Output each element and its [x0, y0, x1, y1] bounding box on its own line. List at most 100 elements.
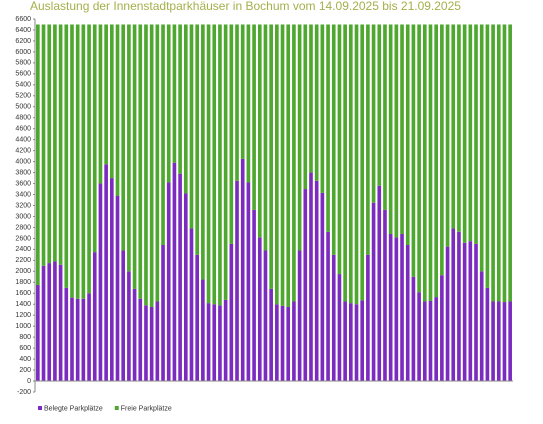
bar-segment	[161, 24, 165, 245]
bar-segment	[41, 24, 46, 266]
bar-segment	[53, 261, 57, 382]
y-tick-label: 4600	[15, 126, 31, 133]
bar-segment	[411, 24, 416, 277]
y-tick-label: 6400	[15, 27, 31, 34]
bar-segment	[229, 24, 234, 244]
bar-segment	[218, 24, 222, 306]
bar-segment	[440, 275, 444, 382]
bar-segment	[292, 24, 296, 302]
bar-segment	[144, 24, 148, 306]
bar-segment	[400, 234, 404, 382]
bar-segment	[337, 274, 342, 382]
y-tick-label: 1000	[15, 323, 31, 330]
bar-segment	[286, 24, 291, 307]
y-tick-label: 3600	[15, 180, 31, 187]
y-tick-label: 2200	[15, 257, 31, 264]
bar-segment	[235, 24, 239, 181]
bar-segment	[81, 298, 86, 382]
bar-segment	[360, 24, 365, 301]
bar-segment	[354, 24, 359, 305]
bar-segment	[462, 242, 467, 382]
bar-segment	[201, 24, 205, 280]
bar-segment	[41, 265, 46, 382]
bar-segment	[496, 24, 501, 302]
bar-segment	[149, 306, 154, 382]
bar-segment	[206, 24, 211, 304]
bar-segment	[138, 24, 143, 299]
bar-segment	[491, 301, 495, 382]
y-tick-label: 2000	[15, 268, 31, 275]
bar-segment	[212, 304, 217, 382]
bar-segment	[326, 24, 330, 232]
bar-segment	[149, 24, 154, 307]
bar-segment	[474, 243, 478, 382]
bar-segment	[354, 304, 359, 382]
bar-segment	[479, 24, 484, 272]
y-tick-label: 3400	[15, 191, 31, 198]
bar-segment	[434, 24, 438, 298]
bar-segment	[201, 279, 205, 382]
y-tick-label: 5600	[15, 71, 31, 78]
y-tick-label: 4200	[15, 147, 31, 154]
bar-segment	[320, 192, 325, 382]
bar-segment	[70, 297, 74, 382]
bar-segment	[36, 285, 40, 382]
y-tick-label: 2800	[15, 224, 31, 231]
bar-segment	[104, 24, 108, 165]
bar-segment	[172, 162, 177, 382]
bar-segment	[195, 254, 199, 382]
bar-segment	[445, 24, 450, 247]
bar-segment	[326, 231, 330, 382]
bar-segment	[178, 24, 182, 174]
bar-segment	[189, 228, 194, 382]
bar-segment	[58, 264, 63, 382]
bar-segment	[508, 24, 512, 302]
y-tick-label: 4000	[15, 158, 31, 165]
bar-segment	[434, 297, 438, 382]
bar-segment	[218, 305, 222, 382]
y-tick-label: 200	[19, 367, 31, 374]
y-tick-label: 4800	[15, 115, 31, 122]
bar-segment	[383, 209, 387, 382]
bar-segment	[269, 24, 273, 289]
y-tick-label: 5400	[15, 82, 31, 89]
bar-segment	[92, 24, 97, 253]
bar-segment	[297, 250, 302, 382]
bar-segment	[178, 173, 182, 382]
bar-segment	[166, 24, 171, 183]
bar-segment	[183, 193, 188, 382]
y-tick-label: 600	[19, 345, 31, 352]
y-tick-label: 400	[19, 356, 31, 363]
legend-swatch	[38, 406, 42, 410]
bar-segment	[183, 24, 188, 194]
bar-segment	[422, 24, 427, 302]
bar-segment	[422, 301, 427, 382]
y-tick-label: 6200	[15, 38, 31, 45]
bar-segment	[451, 228, 456, 382]
bar-segment	[161, 244, 165, 382]
bar-segment	[246, 182, 251, 382]
bar-segment	[246, 24, 251, 183]
bar-segment	[58, 24, 63, 265]
y-tick-label: 800	[19, 334, 31, 341]
y-tick-label: 5000	[15, 104, 31, 111]
bar-segment	[303, 189, 308, 382]
bar-segment	[87, 24, 91, 294]
legend-swatch	[114, 406, 119, 410]
bar-segment	[269, 288, 273, 382]
bar-segment	[81, 24, 86, 299]
bar-segment	[75, 24, 80, 299]
bar-segment	[127, 271, 131, 382]
bar-segment	[292, 301, 296, 382]
bar-segment	[366, 254, 370, 382]
bar-segment	[428, 24, 433, 301]
bar-segment	[366, 24, 370, 255]
y-tick-label: 1200	[15, 312, 31, 319]
bar-segment	[70, 24, 74, 298]
bar-segment	[87, 293, 91, 382]
bar-segment	[223, 299, 228, 382]
bar-segment	[314, 24, 319, 181]
bar-segment	[485, 24, 490, 288]
bar-segment	[468, 24, 473, 242]
bar-segment	[275, 24, 279, 305]
